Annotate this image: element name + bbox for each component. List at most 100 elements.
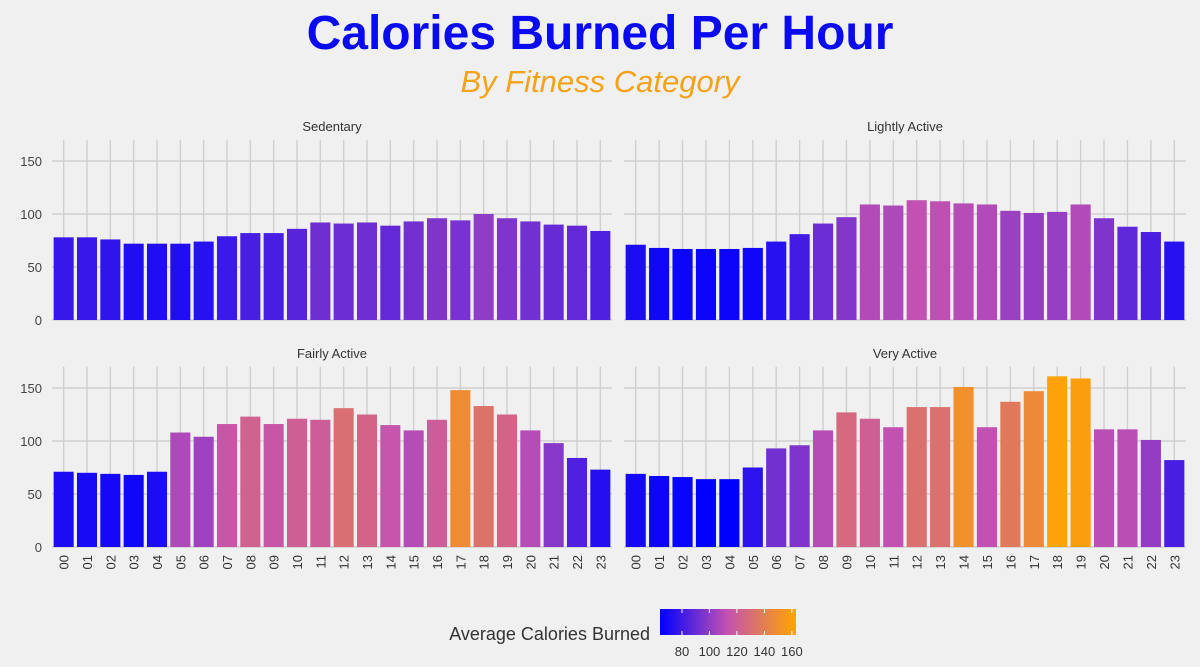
legend-tick-label: 100 (699, 644, 721, 659)
x-tick-label: 01 (80, 555, 95, 569)
x-tick-label: 18 (1050, 555, 1065, 569)
chart-title: Calories Burned Per Hour (306, 7, 894, 60)
bar (403, 430, 424, 547)
bar (263, 424, 284, 547)
bar (310, 222, 331, 320)
bar (1000, 401, 1021, 547)
bar (193, 241, 214, 320)
bar (742, 467, 763, 547)
bar (286, 418, 308, 547)
bar (170, 243, 191, 320)
bar (1117, 429, 1138, 547)
bar (649, 247, 670, 320)
bar (403, 221, 424, 320)
x-tick-label: 02 (103, 555, 118, 569)
bar (496, 414, 518, 547)
bar (473, 406, 494, 547)
bar (123, 243, 144, 320)
panel-sedentary: Sedentary 0 50 100 150 (20, 119, 612, 328)
bar (1023, 391, 1044, 547)
x-tick-label: 23 (1167, 555, 1182, 569)
bar (1140, 232, 1161, 320)
panel-lightly-active: Lightly Active (624, 119, 1186, 321)
bar (883, 205, 904, 320)
bar (53, 471, 74, 547)
bar (333, 223, 354, 320)
bar (146, 471, 168, 547)
x-tick-label: 14 (957, 555, 972, 569)
bar (333, 408, 354, 547)
facet-label: Fairly Active (297, 346, 367, 361)
x-tick-label: 06 (769, 555, 784, 569)
x-tick-label: 16 (430, 555, 445, 569)
bar (310, 419, 331, 547)
y-tick-label: 50 (28, 260, 42, 275)
x-tick-label: 07 (220, 555, 235, 569)
bar (450, 220, 471, 320)
bar (953, 386, 974, 547)
bar (672, 477, 693, 547)
bar (123, 474, 144, 547)
bar (625, 244, 646, 320)
bar (450, 390, 471, 547)
x-tick-label: 02 (676, 555, 691, 569)
x-tick-label: 03 (127, 555, 142, 569)
bar (742, 247, 763, 320)
bar (380, 425, 401, 547)
legend-tick-label: 80 (675, 644, 689, 659)
x-tick-label: 04 (150, 555, 165, 569)
bar (976, 427, 998, 547)
bar (286, 228, 308, 320)
bar (1164, 460, 1185, 547)
bar (766, 241, 787, 320)
bar (1023, 212, 1044, 320)
x-tick-label: 03 (699, 555, 714, 569)
x-tick-label: 09 (839, 555, 854, 569)
bar (1047, 211, 1068, 320)
bar (1000, 210, 1021, 320)
color-legend: Average Calories Burned 80 100 120 140 160 (449, 609, 803, 659)
bar (590, 230, 611, 320)
bar (76, 237, 98, 320)
legend-colorbar (660, 609, 796, 635)
bar (590, 469, 611, 547)
y-tick-label: 100 (20, 207, 42, 222)
x-tick-label: 06 (197, 555, 212, 569)
bar (216, 236, 238, 320)
x-tick-label: 15 (407, 555, 422, 569)
bar (906, 407, 927, 547)
y-tick-label: 50 (28, 487, 42, 502)
x-tick-label: 05 (173, 555, 188, 569)
bar (1070, 378, 1091, 547)
x-tick-label: 18 (477, 555, 492, 569)
bar (906, 200, 927, 320)
bar (789, 445, 810, 547)
bar (543, 224, 564, 320)
bar (1117, 226, 1138, 320)
facet-label: Sedentary (302, 119, 362, 134)
bar (1093, 429, 1115, 547)
x-tick-label: 11 (313, 555, 328, 569)
bar (380, 225, 401, 320)
bar (1093, 218, 1115, 320)
bar (263, 233, 284, 320)
x-tick-label: 15 (980, 555, 995, 569)
bar (836, 217, 857, 320)
x-tick-label: 00 (629, 555, 644, 569)
x-tick-label: 13 (360, 555, 375, 569)
y-tick-label: 150 (20, 154, 42, 169)
bar (566, 225, 588, 320)
bar (356, 414, 378, 547)
bar (719, 479, 740, 547)
y-tick-label: 0 (35, 313, 42, 328)
x-tick-label: 20 (1097, 555, 1112, 569)
legend-tick-label: 160 (781, 644, 803, 659)
bar (976, 204, 998, 320)
bar (520, 221, 541, 320)
bar (883, 427, 904, 547)
bar (240, 416, 261, 547)
x-tick-label: 04 (722, 555, 737, 569)
bar (836, 412, 857, 547)
bar (1070, 204, 1091, 320)
bar (426, 218, 448, 320)
